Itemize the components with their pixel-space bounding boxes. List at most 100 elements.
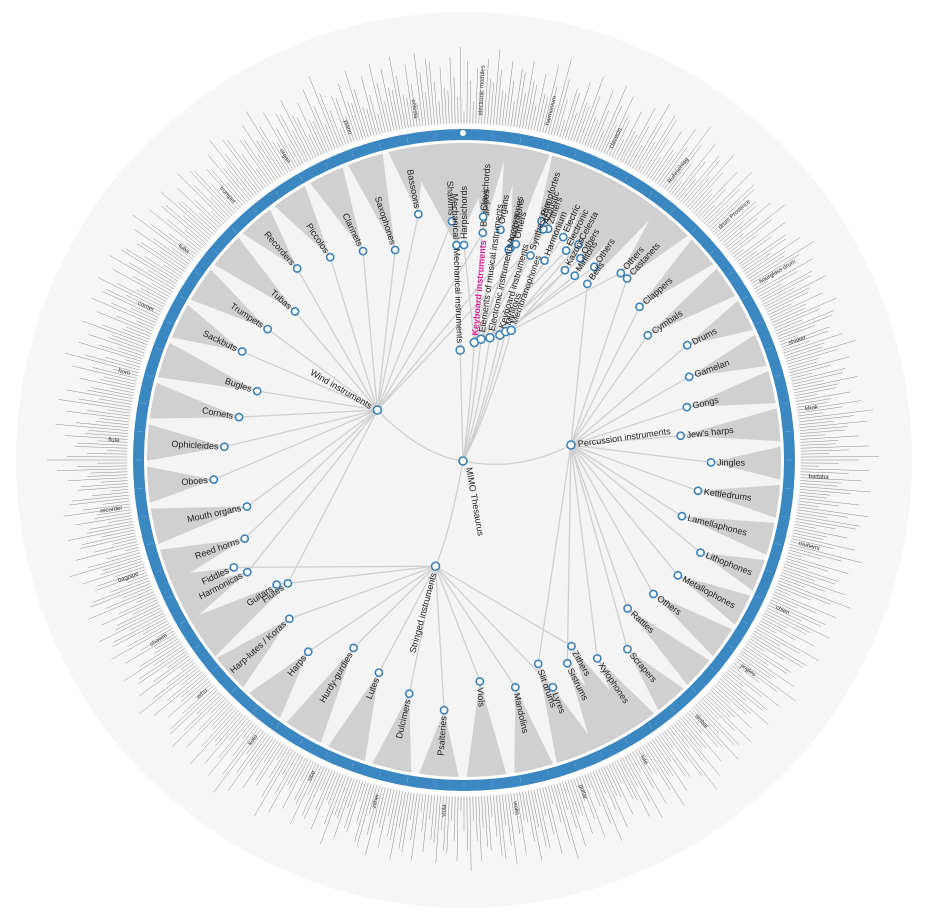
node-others[interactable] <box>576 253 585 263</box>
node-harmonicas[interactable] <box>242 567 252 577</box>
node-clappers[interactable] <box>635 302 644 312</box>
leaf-label-hairline <box>800 434 826 437</box>
node-zithers[interactable] <box>567 641 576 651</box>
leaf-label-hairline <box>223 168 250 201</box>
node-viols[interactable] <box>475 677 485 686</box>
node-lyres[interactable] <box>548 682 558 692</box>
label-clavichords: Clavichords <box>479 163 493 211</box>
node-celesta[interactable] <box>574 240 583 249</box>
leaf-label-hairline <box>682 716 722 762</box>
node-clavichords[interactable] <box>478 212 488 222</box>
node-slit-drums[interactable] <box>533 659 543 669</box>
node-others[interactable] <box>648 589 658 599</box>
node-psalteries[interactable] <box>439 705 449 715</box>
node-saxophones[interactable] <box>390 245 400 255</box>
node-fiddles[interactable] <box>229 562 239 572</box>
ring-tick <box>742 295 749 300</box>
node-clarinets[interactable] <box>358 246 368 256</box>
node-membranophones[interactable] <box>506 325 516 336</box>
leaf-label-hairline <box>496 69 502 125</box>
node-wind-instruments[interactable] <box>372 405 383 415</box>
node-gamelan[interactable] <box>684 372 694 382</box>
node-pianofortes[interactable] <box>537 216 546 226</box>
link-clarinets <box>362 251 379 411</box>
node-organs[interactable] <box>496 225 505 235</box>
node-ophicleides[interactable] <box>219 442 229 452</box>
node-dulcimers[interactable] <box>404 689 414 699</box>
node-cornets[interactable] <box>234 412 244 422</box>
node-rattles[interactable] <box>623 604 633 613</box>
node-tubas[interactable] <box>290 307 300 316</box>
node-mandolins[interactable] <box>510 682 520 692</box>
node-drums[interactable] <box>682 340 692 350</box>
node-sistrums[interactable] <box>562 658 572 668</box>
node-kazoos[interactable] <box>560 265 570 275</box>
leaf-label-hairline <box>513 69 523 127</box>
node-bells[interactable] <box>582 279 592 289</box>
root-node[interactable] <box>458 456 468 466</box>
leaf-label-hairline <box>103 376 136 385</box>
node-gongs[interactable] <box>682 402 692 412</box>
leaf-label-hairline <box>125 633 176 664</box>
node-acoustic[interactable] <box>539 224 548 234</box>
leaf-label-hairline <box>795 521 836 530</box>
node-synthesizers[interactable] <box>526 251 535 260</box>
leaf-label-hairline <box>741 650 794 687</box>
node-reed-horns[interactable] <box>240 534 250 544</box>
leaf-label-hairline <box>794 527 848 539</box>
fan-viols <box>466 681 507 777</box>
leaf-label-hairline <box>212 706 235 730</box>
node-bagpipes[interactable] <box>478 228 488 238</box>
leaf-label-hairline <box>785 346 823 359</box>
node-shawms[interactable] <box>447 216 457 226</box>
node-piccolos[interactable] <box>325 252 335 262</box>
node-jingles[interactable] <box>706 457 716 467</box>
node-mirlitons[interactable] <box>570 271 580 281</box>
node-others[interactable] <box>616 268 626 278</box>
node-harmonium[interactable] <box>540 256 549 266</box>
node-bassoons[interactable] <box>413 209 423 219</box>
node-lutes[interactable] <box>374 668 384 677</box>
leaf-label-hairline <box>97 440 128 443</box>
node-castanets[interactable] <box>622 274 632 283</box>
leaf-label-hairline <box>90 471 128 474</box>
node-guitars[interactable] <box>272 580 282 590</box>
node-oboes[interactable] <box>209 475 219 484</box>
node-harps[interactable] <box>303 647 313 657</box>
node-percussion-instruments[interactable] <box>566 440 576 450</box>
node-bugles[interactable] <box>252 386 262 396</box>
node-mouth-organs[interactable] <box>242 502 252 511</box>
node-others[interactable] <box>589 262 599 272</box>
leaf-label-hairline <box>551 785 562 823</box>
node-xylophones[interactable] <box>592 653 602 663</box>
node-electronic[interactable] <box>561 246 571 255</box>
node-cymbals[interactable] <box>643 330 653 340</box>
leaf-label-hairline <box>297 102 322 155</box>
node-electronic-instruments[interactable] <box>485 332 495 343</box>
node-recorders[interactable] <box>292 264 302 273</box>
leaf-label-hairline <box>453 77 456 124</box>
node-trumpets[interactable] <box>263 324 273 334</box>
node-accessories[interactable] <box>504 245 514 255</box>
node-electric[interactable] <box>558 232 568 242</box>
node-others[interactable] <box>511 239 521 249</box>
leaf-label-hairline <box>242 125 279 180</box>
node-jew-s-harps[interactable] <box>676 431 686 441</box>
node-elements-of-musical-instruments[interactable] <box>476 334 486 344</box>
node-kettledrums[interactable] <box>693 486 703 496</box>
node-harpsichords[interactable] <box>459 240 469 250</box>
node-metallophones[interactable] <box>673 570 683 580</box>
node-lithophones[interactable] <box>696 548 705 558</box>
node-lamellaphones[interactable] <box>677 511 687 521</box>
leaf-label-hairline <box>228 718 248 741</box>
leaf-label-hairline <box>256 140 281 178</box>
node-harp-lutes-koras[interactable] <box>284 614 294 624</box>
node-stringed-instruments[interactable] <box>430 561 441 572</box>
leaf-label-hairline <box>779 335 798 343</box>
node-scrapers[interactable] <box>623 644 632 654</box>
node-sackbuts[interactable] <box>237 347 247 356</box>
node-hurdy-gurdies[interactable] <box>349 643 358 653</box>
node-flutes[interactable] <box>283 578 293 588</box>
node-mechanical-instruments[interactable] <box>455 345 465 355</box>
leaf-label-hairline <box>328 773 341 805</box>
